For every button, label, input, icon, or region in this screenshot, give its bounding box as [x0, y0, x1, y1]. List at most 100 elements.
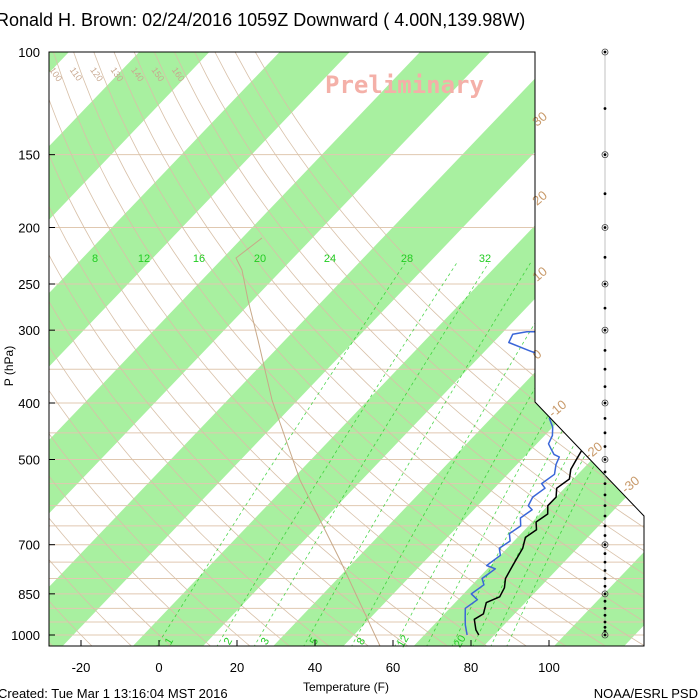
- wind-level-dot: [603, 534, 607, 537]
- wind-level-dot: [603, 328, 607, 332]
- mixing-ratio-label: 3: [259, 636, 272, 647]
- mixing-ratio-label: 20: [254, 253, 266, 265]
- y-axis-label: P (hPa): [2, 346, 16, 386]
- isotherm-band: [694, 42, 700, 646]
- y-tick-label: 700: [18, 538, 40, 553]
- wind-level-dot: [603, 470, 607, 474]
- dry-adiabat-line: [49, 52, 252, 646]
- wind-level-dot: [603, 458, 607, 461]
- mixing-ratio-label: 5: [308, 636, 321, 647]
- mixing-ratio-label: 1: [163, 636, 176, 647]
- mixing-ratio-line: [253, 262, 489, 646]
- mixing-ratio-line: [302, 262, 531, 646]
- wind-level-dot: [603, 416, 607, 420]
- wind-level-dot: [603, 385, 607, 389]
- dry-adiabat-line: [49, 52, 490, 646]
- isotherm-band: [49, 52, 641, 646]
- x-tick-label: 40: [308, 660, 322, 675]
- isotherm-label: 0: [529, 346, 544, 362]
- wind-calm-circle: [601, 590, 609, 598]
- plot-frame: [48, 51, 645, 647]
- adiabat-label: 110: [68, 65, 84, 82]
- wind-level-dot: [603, 401, 607, 405]
- dry-adiabats: [49, 52, 644, 646]
- mixing-ratio-line: [505, 262, 644, 646]
- mixing-ratio-label: 32: [479, 253, 491, 265]
- dry-adiabat-line: [133, 52, 644, 646]
- x-tick-label: 80: [464, 660, 478, 675]
- mixing-ratio-label: 12: [138, 253, 150, 265]
- wind-level-dot: [603, 349, 607, 352]
- isotherm-band: [49, 52, 219, 646]
- dry-adiabat-line: [49, 52, 134, 646]
- mixing-ratio-label: 16: [193, 253, 205, 265]
- footer-credit: NOAA/ESRL PSD: [594, 686, 698, 700]
- wind-level-dot: [603, 504, 607, 508]
- wind-level-dot: [603, 569, 607, 572]
- wind-calm-circle: [601, 399, 609, 407]
- wind-level-dot: [603, 367, 607, 371]
- footer-created: Created: Tue Mar 1 13:16:04 MST 2016: [0, 686, 228, 700]
- wind-level-dot: [603, 493, 607, 497]
- wind-level-dot: [603, 613, 607, 617]
- mixing-ratio-label: 8: [355, 636, 368, 647]
- wind-profile: [601, 48, 609, 639]
- dry-adiabat-line: [93, 52, 644, 646]
- isotherm-label: 20: [529, 188, 550, 209]
- mixing-ratio-labels: 8 12 16 20 24 28 321 2 3 5 8 12 20: [92, 253, 491, 650]
- wind-level-dot: [603, 633, 607, 637]
- y-tick-label: 850: [18, 587, 40, 602]
- wind-level-dot: [603, 577, 607, 580]
- x-tick-label: -20: [72, 660, 91, 675]
- dry-adiabat-line: [254, 52, 644, 646]
- dry-adiabat-line: [113, 52, 644, 646]
- dry-adiabat-line: [73, 52, 608, 646]
- dry-adiabat-line: [49, 52, 410, 646]
- wind-calm-circle: [601, 631, 609, 639]
- x-tick-label: 0: [155, 660, 162, 675]
- x-tick-labels: -20 0 20 40 60 80 100: [72, 660, 560, 675]
- wind-level-dot: [603, 592, 607, 596]
- isotherm-band: [49, 52, 500, 646]
- y-tick-label: 500: [18, 452, 40, 467]
- wind-calm-circle: [601, 541, 609, 549]
- wind-level-dot: [603, 543, 607, 547]
- x-tick-label: 20: [230, 660, 244, 675]
- mixing-ratio-line: [215, 262, 458, 646]
- wind-level-dot: [603, 445, 607, 448]
- dry-adiabat-line: [49, 52, 371, 646]
- wind-calm-circle: [601, 280, 609, 288]
- wind-level-dot: [603, 620, 607, 624]
- mixing-ratio-label: 12: [395, 633, 412, 650]
- wind-calm-circle: [601, 224, 609, 231]
- dry-adiabat-line: [53, 52, 569, 646]
- mixing-ratio-label: 2: [222, 636, 235, 647]
- adiabat-label: 120: [88, 65, 105, 83]
- mixing-ratio-label: 24: [324, 253, 336, 265]
- wind-calm-circle: [601, 151, 609, 159]
- wind-level-dot: [603, 625, 607, 629]
- y-tick-label: 100: [18, 45, 40, 60]
- x-axis-label: Temperature (F): [303, 680, 389, 694]
- dry-adiabat-line: [154, 52, 644, 646]
- y-tick-label: 200: [18, 221, 40, 236]
- wind-level-dot: [603, 153, 607, 157]
- wind-level-dot: [603, 306, 607, 310]
- mixing-ratio-label: 28: [401, 253, 413, 265]
- dry-adiabat-line: [234, 52, 644, 646]
- dry-adiabat-line: [49, 52, 94, 646]
- dry-adiabat-line: [49, 52, 331, 646]
- chart-title: Ronald H. Brown: 02/24/2016 1059Z Downwa…: [0, 10, 525, 30]
- wind-level-dot: [603, 255, 607, 259]
- dry-adiabat-line: [49, 52, 213, 646]
- watermark: Preliminary: [325, 71, 484, 99]
- y-tick-label: 150: [18, 148, 40, 163]
- dry-adiabat-line: [49, 52, 173, 646]
- parcel-line: [235, 237, 381, 646]
- mixing-ratio-line: [489, 262, 644, 646]
- isotherm-band: [413, 52, 644, 646]
- wind-level-dot: [603, 107, 607, 110]
- y-tick-label: 250: [18, 277, 40, 292]
